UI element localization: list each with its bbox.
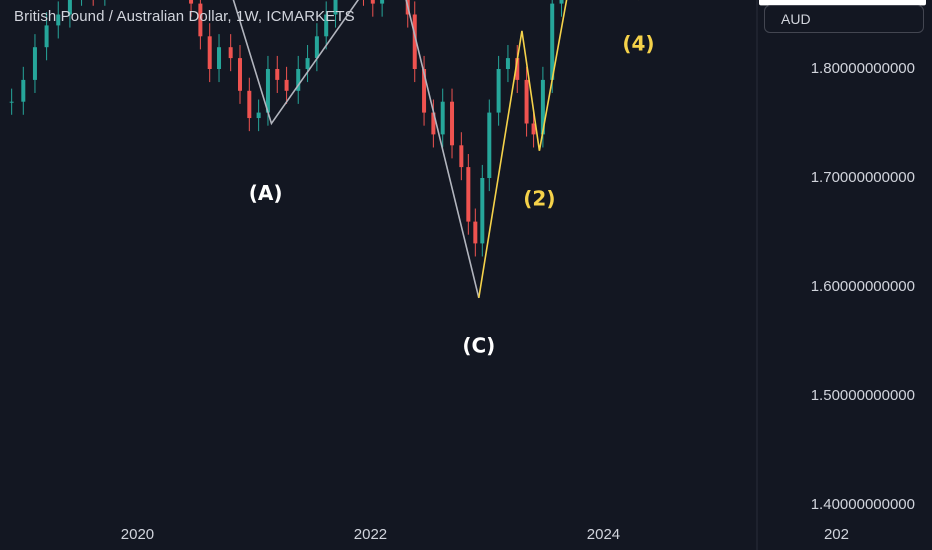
yellow-wave-path — [478, 0, 639, 299]
candle-body — [559, 0, 564, 4]
candle-body — [440, 101, 445, 135]
candle-body — [284, 79, 289, 91]
candle-body — [450, 101, 455, 146]
candle-body — [524, 79, 529, 124]
candle-body — [370, 0, 375, 4]
candle-body — [296, 69, 301, 91]
candle-body — [217, 47, 222, 69]
wave-label-4: (1) — [494, 0, 526, 1]
white-wave-path — [232, 0, 480, 299]
candle-body — [412, 14, 417, 69]
x-tick-label: 2024 — [587, 526, 620, 543]
candle-body — [473, 221, 478, 244]
candle-body — [189, 0, 194, 4]
wave-label-7: (4) — [622, 32, 654, 56]
level-value-2: 1.86846916438 — [773, 0, 877, 3]
x-tick-label: 2020 — [121, 526, 154, 543]
candle-body — [540, 79, 545, 135]
candle-body — [314, 36, 319, 59]
y-tick-label: 1.60000000000 — [811, 278, 915, 295]
candle-body — [531, 123, 536, 135]
x-tick-label: 2022 — [354, 526, 387, 543]
candle-body — [207, 36, 212, 69]
candle-body — [459, 145, 464, 168]
wave-label-5: (2) — [523, 186, 555, 210]
currency-button[interactable]: AUD — [764, 5, 924, 33]
candle-body — [198, 3, 203, 37]
wave-label-1: (A) — [249, 181, 283, 205]
candle-body — [256, 112, 261, 119]
candle-body — [466, 167, 471, 222]
candle-body — [305, 58, 310, 69]
candle-body — [21, 79, 26, 102]
candle-body — [32, 47, 37, 80]
y-tick-label: 1.40000000000 — [811, 496, 915, 513]
candle-body — [247, 90, 252, 119]
candle-body — [228, 47, 233, 59]
candle-body — [44, 25, 49, 48]
candle-body — [515, 58, 520, 80]
y-tick-label: 1.80000000000 — [811, 60, 915, 77]
candle-body — [422, 69, 427, 113]
candle-body — [480, 178, 485, 244]
candle-body — [324, 14, 329, 37]
candle-body — [431, 112, 436, 135]
candle-body — [237, 58, 242, 91]
y-tick-label: 1.50000000000 — [811, 387, 915, 404]
candle-body — [380, 0, 385, 4]
candle-body — [265, 69, 270, 113]
y-tick-label: 1.70000000000 — [811, 169, 915, 186]
chart-title: British Pound / Australian Dollar, 1W, I… — [14, 8, 355, 25]
candle-body — [505, 58, 510, 69]
x-tick-label: 202 — [824, 526, 849, 543]
candle-body — [56, 14, 61, 26]
candle-body — [9, 101, 14, 103]
candle-body — [496, 69, 501, 113]
candle-body — [275, 69, 280, 80]
candle-body — [333, 0, 338, 15]
candle-body — [67, 0, 72, 15]
candle-body — [487, 112, 492, 178]
level-badge-2 — [759, 0, 926, 6]
candle-body — [550, 3, 555, 80]
wave-label-3: (C) — [462, 333, 495, 357]
